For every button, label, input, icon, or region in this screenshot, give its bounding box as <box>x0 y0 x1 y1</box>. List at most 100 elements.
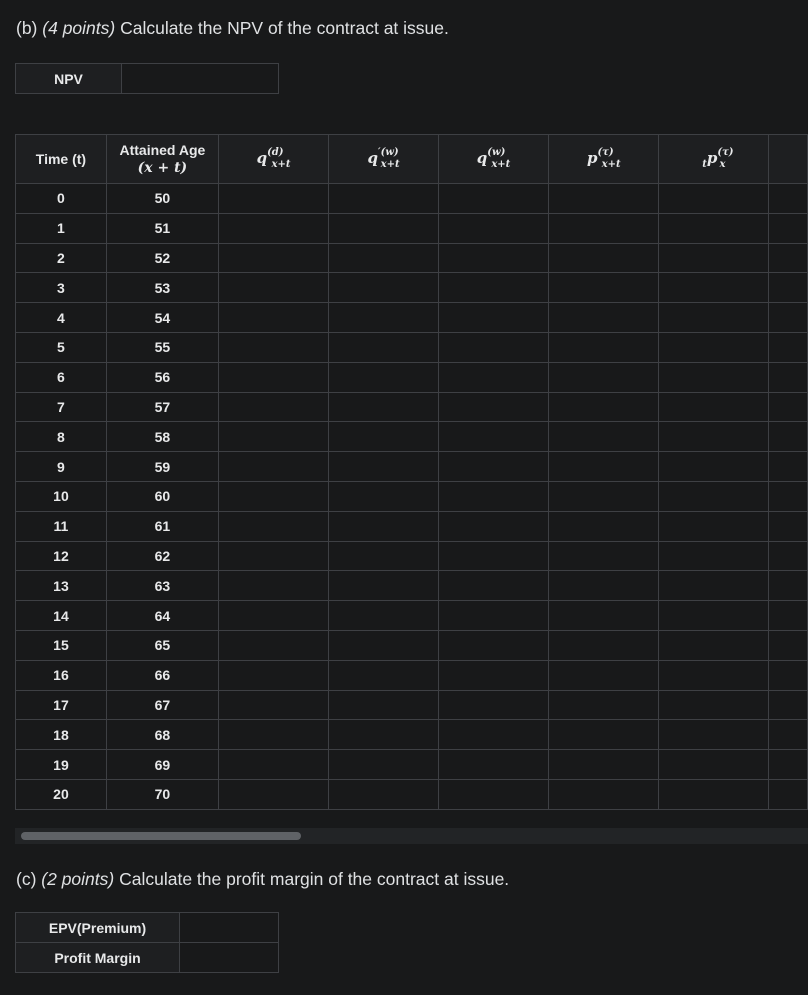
p-tau-input-cell[interactable] <box>548 749 660 780</box>
next-column-input-cell[interactable] <box>768 719 808 751</box>
q-prime-w-input-cell[interactable] <box>328 272 439 304</box>
t-p-tau-input-cell[interactable] <box>658 570 770 602</box>
q-prime-w-input-cell[interactable] <box>328 689 439 721</box>
q-w-input-cell[interactable] <box>437 629 550 661</box>
next-column-input-cell[interactable] <box>768 183 808 214</box>
p-tau-input-cell[interactable] <box>548 242 660 274</box>
p-tau-input-cell[interactable] <box>548 570 660 602</box>
p-tau-input-cell[interactable] <box>548 480 660 512</box>
q-d-input-cell[interactable] <box>217 451 330 482</box>
scrollbar-thumb[interactable] <box>21 832 301 840</box>
p-tau-input-cell[interactable] <box>548 272 660 304</box>
q-prime-w-input-cell[interactable] <box>328 183 439 214</box>
q-d-input-cell[interactable] <box>217 331 330 363</box>
q-w-input-cell[interactable] <box>437 689 550 721</box>
q-w-input-cell[interactable] <box>437 302 550 333</box>
q-w-input-cell[interactable] <box>437 719 550 751</box>
q-d-input-cell[interactable] <box>217 421 330 453</box>
t-p-tau-input-cell[interactable] <box>658 361 770 393</box>
p-tau-input-cell[interactable] <box>548 778 660 810</box>
p-tau-input-cell[interactable] <box>548 629 660 661</box>
q-d-input-cell[interactable] <box>217 183 330 214</box>
next-column-input-cell[interactable] <box>768 212 808 244</box>
p-tau-input-cell[interactable] <box>548 361 660 393</box>
next-column-input-cell[interactable] <box>768 570 808 602</box>
t-p-tau-input-cell[interactable] <box>658 719 770 751</box>
q-d-input-cell[interactable] <box>217 361 330 393</box>
next-column-input-cell[interactable] <box>768 480 808 512</box>
q-w-input-cell[interactable] <box>437 451 550 482</box>
q-d-input-cell[interactable] <box>217 242 330 274</box>
q-w-input-cell[interactable] <box>437 272 550 304</box>
next-column-input-cell[interactable] <box>768 302 808 333</box>
q-w-input-cell[interactable] <box>437 778 550 810</box>
t-p-tau-input-cell[interactable] <box>658 510 770 542</box>
q-d-input-cell[interactable] <box>217 778 330 810</box>
q-d-input-cell[interactable] <box>217 212 330 244</box>
q-w-input-cell[interactable] <box>437 212 550 244</box>
q-w-input-cell[interactable] <box>437 391 550 423</box>
t-p-tau-input-cell[interactable] <box>658 331 770 363</box>
next-column-input-cell[interactable] <box>768 629 808 661</box>
t-p-tau-input-cell[interactable] <box>658 540 770 572</box>
next-column-input-cell[interactable] <box>768 749 808 780</box>
t-p-tau-input-cell[interactable] <box>658 391 770 423</box>
q-d-input-cell[interactable] <box>217 540 330 572</box>
q-w-input-cell[interactable] <box>437 510 550 542</box>
q-prime-w-input-cell[interactable] <box>328 451 439 482</box>
q-prime-w-input-cell[interactable] <box>328 242 439 274</box>
p-tau-input-cell[interactable] <box>548 659 660 691</box>
main-table-scroll-area[interactable]: Time (t) Attained Age (x + t) q(d)x+t q′… <box>15 134 808 811</box>
q-prime-w-input-cell[interactable] <box>328 778 439 810</box>
q-prime-w-input-cell[interactable] <box>328 600 439 631</box>
q-prime-w-input-cell[interactable] <box>328 570 439 602</box>
p-tau-input-cell[interactable] <box>548 600 660 631</box>
next-column-input-cell[interactable] <box>768 659 808 691</box>
next-column-input-cell[interactable] <box>768 391 808 423</box>
t-p-tau-input-cell[interactable] <box>658 480 770 512</box>
t-p-tau-input-cell[interactable] <box>658 659 770 691</box>
q-d-input-cell[interactable] <box>217 391 330 423</box>
q-prime-w-input-cell[interactable] <box>328 629 439 661</box>
q-d-input-cell[interactable] <box>217 629 330 661</box>
q-prime-w-input-cell[interactable] <box>328 421 439 453</box>
next-column-input-cell[interactable] <box>768 689 808 721</box>
t-p-tau-input-cell[interactable] <box>658 302 770 333</box>
next-column-input-cell[interactable] <box>768 600 808 631</box>
npv-input-cell[interactable] <box>121 63 279 94</box>
t-p-tau-input-cell[interactable] <box>658 778 770 810</box>
t-p-tau-input-cell[interactable] <box>658 451 770 482</box>
t-p-tau-input-cell[interactable] <box>658 421 770 453</box>
q-prime-w-input-cell[interactable] <box>328 212 439 244</box>
q-d-input-cell[interactable] <box>217 719 330 751</box>
q-d-input-cell[interactable] <box>217 272 330 304</box>
q-d-input-cell[interactable] <box>217 302 330 333</box>
p-tau-input-cell[interactable] <box>548 689 660 721</box>
t-p-tau-input-cell[interactable] <box>658 183 770 214</box>
q-prime-w-input-cell[interactable] <box>328 510 439 542</box>
p-tau-input-cell[interactable] <box>548 183 660 214</box>
q-w-input-cell[interactable] <box>437 421 550 453</box>
q-w-input-cell[interactable] <box>437 570 550 602</box>
q-prime-w-input-cell[interactable] <box>328 391 439 423</box>
p-tau-input-cell[interactable] <box>548 331 660 363</box>
t-p-tau-input-cell[interactable] <box>658 242 770 274</box>
q-prime-w-input-cell[interactable] <box>328 659 439 691</box>
q-d-input-cell[interactable] <box>217 570 330 602</box>
t-p-tau-input-cell[interactable] <box>658 629 770 661</box>
p-tau-input-cell[interactable] <box>548 540 660 572</box>
q-prime-w-input-cell[interactable] <box>328 749 439 780</box>
q-prime-w-input-cell[interactable] <box>328 480 439 512</box>
q-prime-w-input-cell[interactable] <box>328 302 439 333</box>
q-w-input-cell[interactable] <box>437 242 550 274</box>
p-tau-input-cell[interactable] <box>548 719 660 751</box>
q-w-input-cell[interactable] <box>437 540 550 572</box>
q-d-input-cell[interactable] <box>217 689 330 721</box>
t-p-tau-input-cell[interactable] <box>658 689 770 721</box>
q-d-input-cell[interactable] <box>217 510 330 542</box>
t-p-tau-input-cell[interactable] <box>658 749 770 780</box>
next-column-input-cell[interactable] <box>768 540 808 572</box>
t-p-tau-input-cell[interactable] <box>658 272 770 304</box>
q-d-input-cell[interactable] <box>217 749 330 780</box>
t-p-tau-input-cell[interactable] <box>658 600 770 631</box>
